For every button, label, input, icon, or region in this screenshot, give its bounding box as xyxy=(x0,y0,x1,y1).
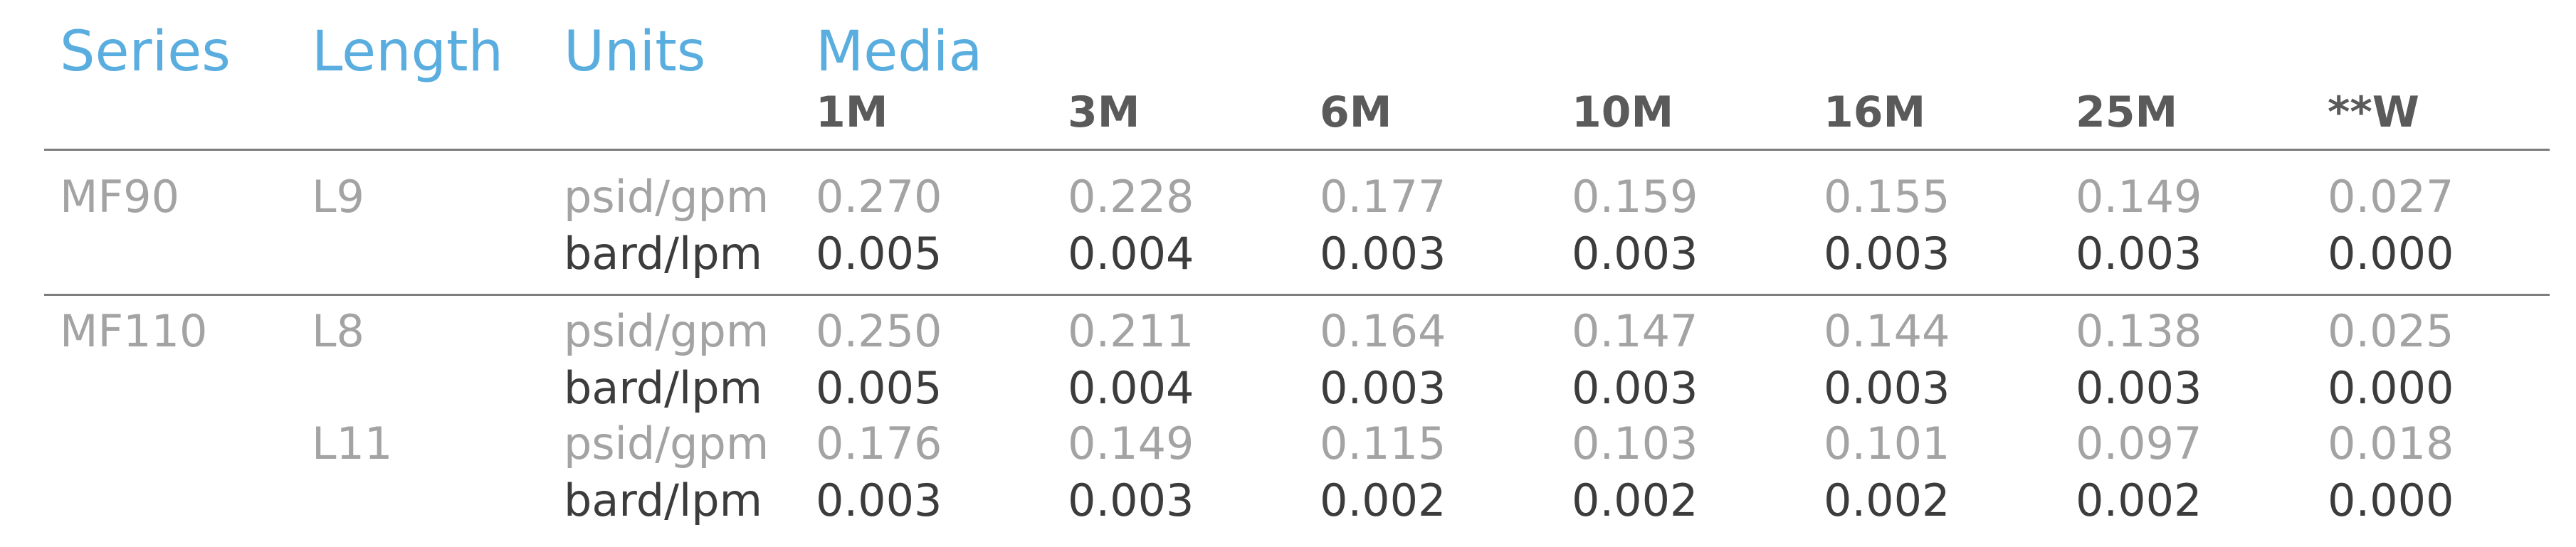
header-series: Series xyxy=(60,20,231,84)
value-cell: 0.003 xyxy=(2076,362,2202,414)
value-cell: 0.138 xyxy=(2076,305,2202,357)
value-cell: 0.025 xyxy=(2328,305,2454,357)
value-cell: 0.155 xyxy=(1824,171,1950,223)
unit-label-bard: bard/lpm xyxy=(564,474,762,526)
value-cell: 0.115 xyxy=(1320,418,1446,469)
value-cell: 0.003 xyxy=(1068,474,1194,526)
value-cell: 0.005 xyxy=(816,362,942,414)
value-cell: 0.097 xyxy=(2076,418,2202,469)
series-label: MF90 xyxy=(60,171,180,223)
value-cell: 0.003 xyxy=(1572,362,1698,414)
value-cell: 0.018 xyxy=(2328,418,2454,469)
value-cell: 0.228 xyxy=(1068,171,1194,223)
unit-label-psid: psid/gpm xyxy=(564,418,769,469)
media-col-10m: 10M xyxy=(1572,87,1674,137)
header-media: Media xyxy=(816,20,983,84)
header-units: Units xyxy=(564,20,706,84)
value-cell: 0.159 xyxy=(1572,171,1698,223)
unit-label-psid: psid/gpm xyxy=(564,305,769,357)
value-cell: 0.164 xyxy=(1320,305,1446,357)
media-col-1m: 1M xyxy=(816,87,888,137)
media-col-6m: 6M xyxy=(1320,87,1392,137)
value-cell: 0.003 xyxy=(1572,228,1698,280)
value-cell: 0.250 xyxy=(816,305,942,357)
value-cell: 0.149 xyxy=(2076,171,2202,223)
media-col-16m: 16M xyxy=(1824,87,1926,137)
media-col-3m: 3M xyxy=(1068,87,1140,137)
unit-label-bard: bard/lpm xyxy=(564,362,762,414)
value-cell: 0.003 xyxy=(1320,228,1446,280)
media-col-25m: 25M xyxy=(2076,87,2178,137)
value-cell: 0.103 xyxy=(1572,418,1698,469)
value-cell: 0.003 xyxy=(2076,228,2202,280)
length-label: L8 xyxy=(312,305,364,357)
value-cell: 0.002 xyxy=(2076,474,2202,526)
length-label: L11 xyxy=(312,418,393,469)
value-cell: 0.004 xyxy=(1068,228,1194,280)
value-cell: 0.177 xyxy=(1320,171,1446,223)
unit-label-bard: bard/lpm xyxy=(564,228,762,280)
value-cell: 0.147 xyxy=(1572,305,1698,357)
value-cell: 0.002 xyxy=(1572,474,1698,526)
value-cell: 0.002 xyxy=(1824,474,1950,526)
value-cell: 0.003 xyxy=(816,474,942,526)
value-cell: 0.000 xyxy=(2328,474,2454,526)
series-label: MF110 xyxy=(60,305,208,357)
value-cell: 0.027 xyxy=(2328,171,2454,223)
value-cell: 0.270 xyxy=(816,171,942,223)
unit-label-psid: psid/gpm xyxy=(564,171,769,223)
group-rule xyxy=(44,294,2550,296)
length-label: L9 xyxy=(312,171,364,223)
header-rule xyxy=(44,149,2550,151)
value-cell: 0.101 xyxy=(1824,418,1950,469)
value-cell: 0.003 xyxy=(1824,362,1950,414)
media-col-w: **W xyxy=(2328,87,2419,137)
value-cell: 0.003 xyxy=(1824,228,1950,280)
value-cell: 0.003 xyxy=(1320,362,1446,414)
value-cell: 0.000 xyxy=(2328,228,2454,280)
value-cell: 0.004 xyxy=(1068,362,1194,414)
value-cell: 0.149 xyxy=(1068,418,1194,469)
value-cell: 0.211 xyxy=(1068,305,1194,357)
value-cell: 0.002 xyxy=(1320,474,1446,526)
value-cell: 0.005 xyxy=(816,228,942,280)
value-cell: 0.144 xyxy=(1824,305,1950,357)
header-length: Length xyxy=(312,20,504,84)
value-cell: 0.176 xyxy=(816,418,942,469)
value-cell: 0.000 xyxy=(2328,362,2454,414)
